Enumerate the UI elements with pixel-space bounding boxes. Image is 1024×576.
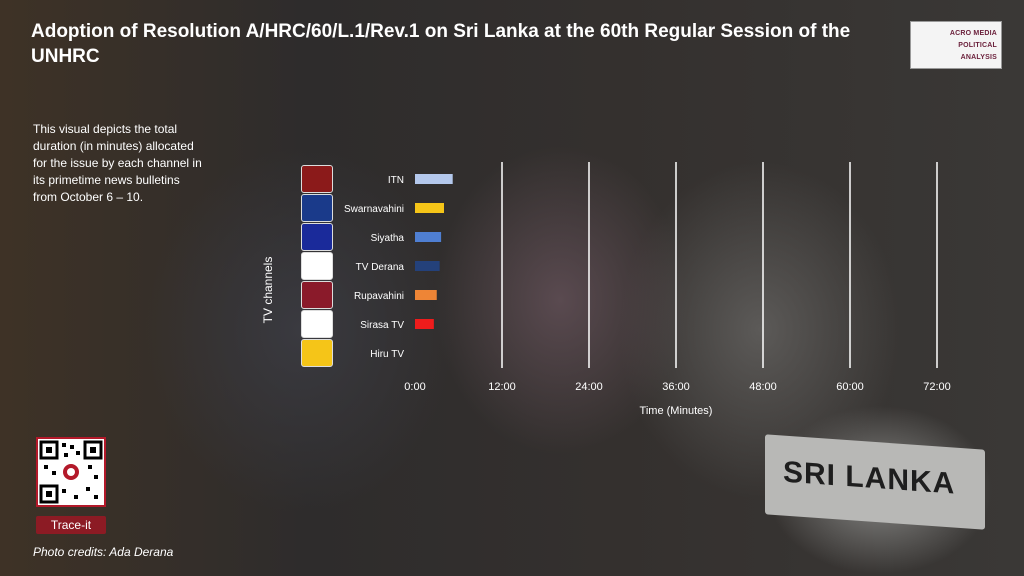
x-tick-label: 36:00 — [662, 381, 690, 393]
x-tick-label: 48:00 — [749, 381, 777, 393]
channel-logo-icon — [301, 281, 333, 309]
channel-logo-icon — [301, 310, 333, 338]
bar — [415, 261, 440, 271]
x-tick-label: 72:00 — [923, 381, 951, 393]
logo-line-3: ANALYSIS — [960, 54, 997, 61]
channel-logo-icon — [301, 223, 333, 251]
category-label: Hiru TV — [370, 349, 404, 360]
x-tick-label: 0:00 — [404, 381, 425, 393]
category-label: TV Derana — [356, 262, 405, 273]
channel-logo-icon — [301, 339, 333, 367]
bar — [415, 319, 434, 329]
photo-credits: Photo credits: Ada Derana — [33, 545, 174, 559]
y-axis-title: TV channels — [261, 256, 275, 324]
category-label: Sirasa TV — [360, 320, 404, 331]
logo-line-1: ACRO MEDIA — [949, 30, 997, 37]
page-title: Adoption of Resolution A/HRC/60/L.1/Rev.… — [31, 21, 851, 67]
x-tick-label: 12:00 — [488, 381, 516, 393]
bar — [415, 232, 442, 242]
x-tick-label: 24:00 — [575, 381, 603, 393]
channel-logo-icon — [301, 194, 333, 222]
bar — [415, 290, 437, 300]
channel-logo-icon — [301, 165, 333, 193]
channel-logo-icon — [301, 252, 333, 280]
category-label: Swarnavahini — [344, 204, 404, 215]
x-tick-label: 60:00 — [836, 381, 864, 393]
category-label: Siyatha — [371, 233, 405, 244]
trace-it-label[interactable]: Trace-it — [36, 516, 106, 534]
bar — [415, 203, 444, 213]
qr-code[interactable] — [36, 437, 106, 507]
logo-line-2: POLITICAL — [958, 42, 997, 49]
x-axis-title: Time (Minutes) — [639, 405, 713, 417]
acro-media-logo: ACRO MEDIA POLITICAL ANALYSIS — [910, 21, 1002, 69]
category-label: Rupavahini — [354, 291, 404, 302]
bar — [415, 174, 453, 184]
chart-description: This visual depicts the total duration (… — [33, 122, 202, 204]
category-label: ITN — [388, 175, 404, 186]
